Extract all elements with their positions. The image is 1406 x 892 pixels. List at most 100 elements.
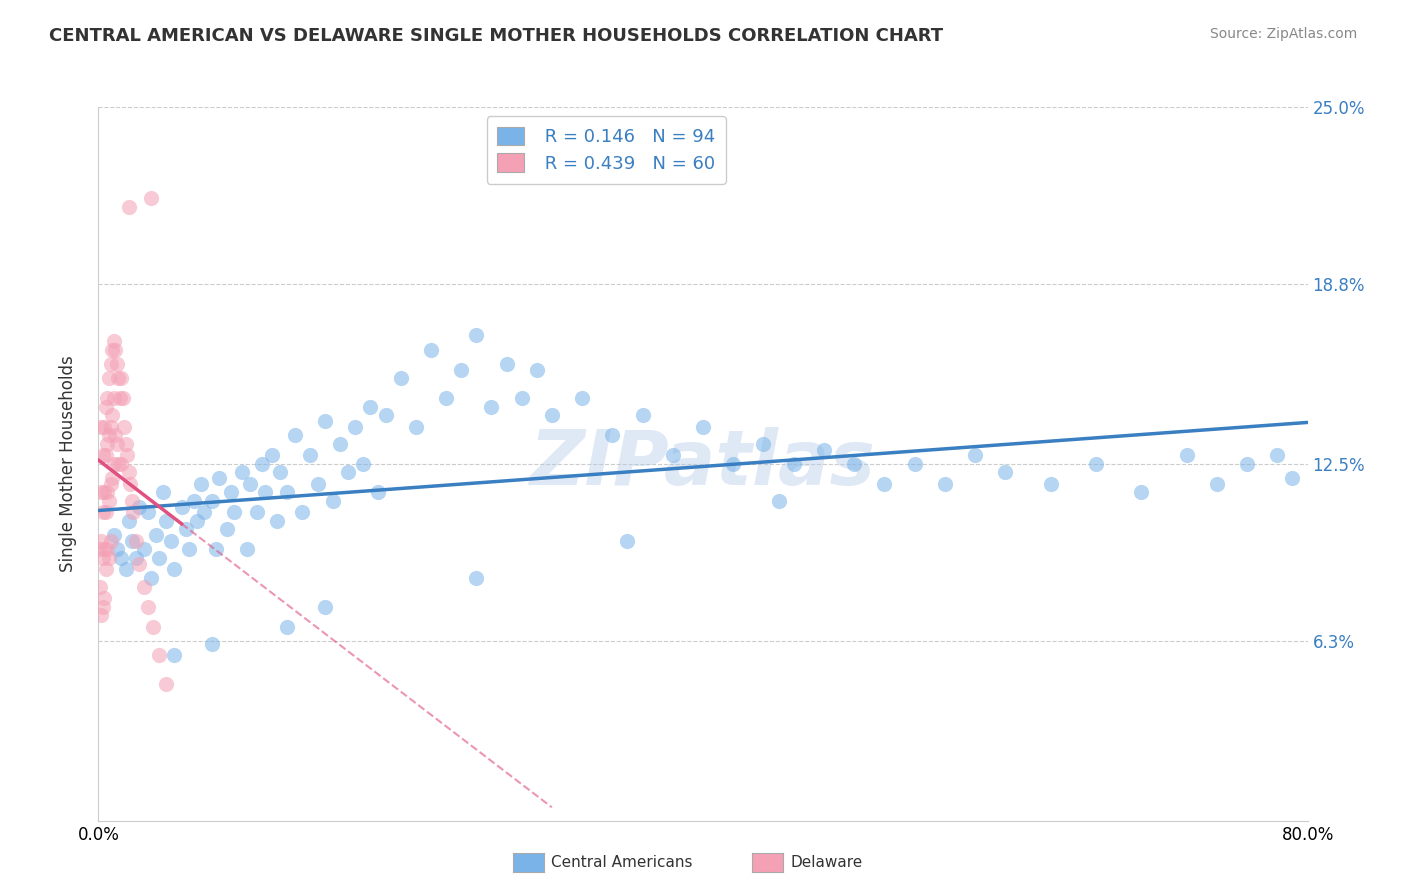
Point (965, 448, 987, 462)
Point (155, 676, 177, 690)
Point (152, 485, 174, 500)
Point (120, 476, 142, 491)
Point (90, 608, 112, 623)
Point (105, 357, 128, 371)
Point (692, 419, 714, 434)
Point (108, 391, 131, 405)
Point (186, 514, 208, 528)
Point (329, 437, 352, 451)
Point (91, 551, 114, 566)
Point (526, 362, 548, 376)
Point (121, 494, 143, 508)
Point (136, 599, 159, 614)
Point (201, 637, 224, 651)
Text: Source: ZipAtlas.com: Source: ZipAtlas.com (1209, 27, 1357, 41)
Point (1175, 448, 1198, 462)
Point (208, 471, 231, 485)
Point (96, 542, 118, 557)
Point (103, 457, 125, 471)
Point (813, 442, 835, 457)
Point (100, 357, 122, 371)
Point (266, 514, 288, 528)
Point (768, 494, 790, 508)
Point (405, 419, 427, 434)
Point (101, 343, 124, 357)
Point (174, 523, 197, 537)
Point (90, 533, 112, 548)
Point (276, 485, 298, 500)
Point (114, 562, 136, 576)
Point (246, 505, 269, 519)
Point (100, 476, 122, 491)
Point (367, 485, 389, 500)
Point (98, 494, 121, 508)
Point (201, 494, 224, 508)
Point (141, 191, 163, 205)
Point (94, 400, 117, 414)
Point (128, 557, 150, 571)
Point (314, 599, 336, 614)
Point (314, 414, 336, 428)
Point (125, 533, 148, 548)
Point (91, 599, 114, 614)
Point (299, 448, 322, 462)
Point (235, 542, 257, 557)
Point (344, 419, 367, 434)
Point (616, 533, 638, 548)
Point (253, 485, 276, 500)
Point (374, 409, 396, 423)
Point (93, 542, 115, 557)
Point (450, 362, 472, 376)
Point (631, 409, 654, 423)
Point (103, 391, 125, 405)
Point (434, 391, 457, 405)
Text: ZIPatlas: ZIPatlas (530, 427, 876, 500)
Point (105, 437, 128, 451)
Point (141, 571, 163, 585)
Point (91, 505, 114, 519)
Point (269, 466, 291, 480)
Point (284, 428, 307, 442)
Point (112, 419, 135, 434)
Point (122, 505, 145, 519)
Point (148, 648, 170, 662)
Point (179, 542, 201, 557)
Point (1281, 471, 1303, 485)
Point (91, 448, 114, 462)
Point (661, 448, 683, 462)
Point (148, 551, 170, 566)
Point (121, 533, 143, 548)
Point (132, 580, 155, 594)
Point (118, 200, 141, 214)
Point (98, 551, 121, 566)
Point (170, 500, 193, 514)
Point (352, 457, 374, 471)
Point (193, 505, 215, 519)
Legend:  R = 0.146   N = 94,  R = 0.439   N = 60: R = 0.146 N = 94, R = 0.439 N = 60 (486, 116, 725, 184)
Point (110, 551, 132, 566)
Point (104, 428, 127, 442)
Point (510, 391, 533, 405)
Point (994, 466, 1017, 480)
Point (94, 505, 117, 519)
Point (723, 457, 745, 471)
Point (93, 591, 115, 605)
Text: Central Americans: Central Americans (551, 855, 693, 870)
Point (145, 528, 167, 542)
Point (142, 619, 165, 633)
Point (98, 428, 121, 442)
Point (94, 448, 117, 462)
Point (103, 334, 125, 348)
Point (183, 494, 205, 508)
Point (118, 514, 141, 528)
Point (291, 505, 314, 519)
Point (215, 523, 238, 537)
Point (307, 476, 329, 491)
Point (336, 466, 359, 480)
Point (93, 485, 115, 500)
Point (495, 357, 517, 371)
Point (96, 391, 118, 405)
Point (276, 619, 298, 633)
Point (160, 533, 183, 548)
Point (155, 514, 177, 528)
